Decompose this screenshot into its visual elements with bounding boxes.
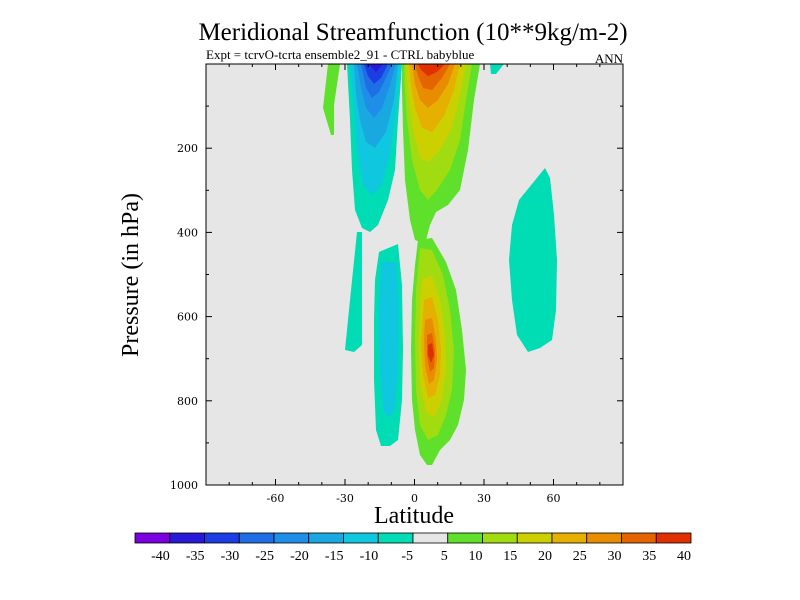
chart-subtitle: Expt = tcrvO-tcrta ensemble2_91 - CTRL b… [206, 47, 474, 62]
x-axis-label: Latitude [374, 503, 454, 529]
colorbar-swatch [134, 532, 171, 544]
colorbar-label: -35 [186, 549, 205, 564]
colorbar-swatch [516, 532, 553, 544]
y-tick-label: 600 [177, 311, 198, 324]
contour-regions [323, 64, 557, 465]
contour-nh-midlat-neg5 [509, 168, 557, 352]
colorbar-swatch [273, 532, 310, 544]
y-tick-label: 1000 [170, 479, 198, 492]
colorbar-label: 30 [608, 549, 622, 564]
contour-nh-upper-pos5 [323, 64, 340, 135]
colorbar-label: -5 [401, 549, 413, 564]
colorbar-swatch [482, 532, 518, 544]
y-tick-label: 800 [177, 395, 198, 408]
x-tick-label: 30 [477, 492, 491, 505]
y-axis-ticks: 200 400 600 800 1000 [170, 105, 623, 492]
contour-lower-pos-cell-35 [428, 343, 434, 363]
season-label: ANN [595, 51, 624, 66]
y-tick-label: 400 [177, 226, 198, 239]
colorbar-label: 35 [642, 549, 656, 564]
contour-upper-nh-small-neg5 [490, 64, 504, 74]
colorbar-label: -20 [290, 549, 309, 564]
colorbar-label: -30 [221, 549, 240, 564]
colorbar-label: 25 [573, 549, 587, 564]
chart-title: Meridional Streamfunction (10**9kg/m-2) [198, 19, 627, 46]
colorbar-swatch [377, 532, 414, 544]
colorbar-swatch [204, 532, 240, 544]
axes: -60 -30 0 30 60 200 400 600 800 1000 [170, 63, 624, 505]
colorbar-swatch [169, 532, 205, 544]
x-tick-label: 60 [547, 492, 561, 505]
colorbar-label: 5 [441, 549, 448, 564]
y-tick-label: 200 [177, 142, 198, 155]
colorbar-label: -10 [360, 549, 379, 564]
colorbar-label: -25 [255, 549, 274, 564]
colorbar-swatch [655, 532, 692, 544]
colorbar-label: 20 [538, 549, 552, 564]
colorbar-swatch [308, 532, 344, 544]
contour-upper-pos-cell-35 [418, 64, 445, 76]
colorbar-swatch [551, 532, 588, 544]
colorbar-swatch [621, 532, 657, 544]
colorbar [134, 532, 692, 544]
colorbar-swatch [447, 532, 483, 544]
colorbar-swatch [586, 532, 622, 544]
colorbar-labels: -40 -35 -30 -25 -20 -15 -10 -5 5 10 15 20 25 30 35 40 [151, 549, 691, 564]
x-axis-ticks: -60 -30 0 30 60 [228, 64, 601, 505]
colorbar-label: 10 [469, 549, 483, 564]
colorbar-swatch [343, 532, 379, 544]
contour-lower-neg-cell-10 [379, 262, 399, 418]
colorbar-swatch [412, 532, 449, 544]
colorbar-label: 40 [677, 549, 691, 564]
contour-upper-neg-cell-35 [368, 64, 383, 72]
colorbar-label: 15 [503, 549, 517, 564]
x-tick-label: 0 [411, 492, 418, 505]
x-tick-label: -30 [336, 492, 354, 505]
y-axis-label: Pressure (in hPa) [118, 193, 144, 357]
colorbar-label: -15 [325, 549, 344, 564]
colorbar-swatch [238, 532, 275, 544]
contour-nh-left-neg5 [345, 232, 362, 352]
x-tick-label: -60 [267, 492, 285, 505]
colorbar-label: -40 [151, 549, 170, 564]
contour-upper-neg-cell-30 [364, 64, 388, 84]
